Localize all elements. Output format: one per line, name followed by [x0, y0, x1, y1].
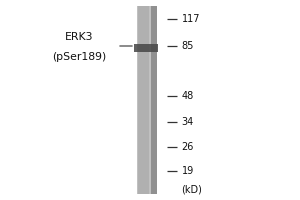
- Text: ERK3: ERK3: [65, 32, 94, 42]
- Text: 117: 117: [182, 14, 200, 24]
- Bar: [138, 6, 149, 194]
- Text: (kD): (kD): [182, 184, 203, 194]
- Bar: [151, 6, 157, 194]
- Text: 26: 26: [182, 142, 194, 152]
- Text: (pSer189): (pSer189): [52, 52, 106, 62]
- Text: 34: 34: [182, 117, 194, 127]
- Text: 48: 48: [182, 91, 194, 101]
- Bar: [134, 44, 158, 52]
- Text: 85: 85: [182, 41, 194, 51]
- Text: 19: 19: [182, 166, 194, 176]
- Bar: [136, 6, 151, 194]
